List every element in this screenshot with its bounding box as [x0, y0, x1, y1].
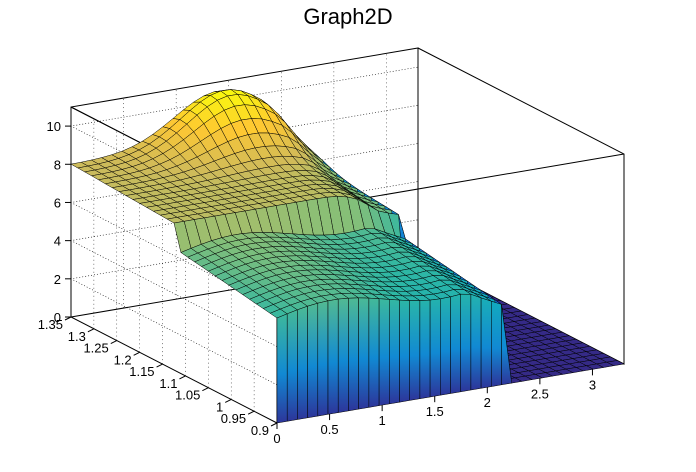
y-tick-mark: [202, 387, 209, 392]
x-tick-label: 0: [273, 431, 280, 446]
surface-wall: [409, 300, 421, 401]
y-tick-mark: [179, 375, 186, 380]
y-tick-mark: [224, 398, 232, 403]
y-tick-label: 1.25: [83, 341, 108, 356]
x-tick-label: 2.5: [531, 386, 549, 401]
surface-wall: [450, 293, 461, 394]
surface-wall: [327, 298, 339, 415]
surface-wall: [286, 309, 298, 422]
y-tick-label: 1: [216, 399, 223, 414]
surface-wall: [389, 299, 400, 405]
surface-wall: [348, 297, 359, 412]
surface-wall: [480, 297, 492, 389]
z-tick-label: 6: [54, 195, 61, 210]
z-tick-label: 0: [54, 310, 61, 325]
surface-wall: [358, 297, 370, 410]
surface-cell: [606, 360, 625, 366]
y-tick-label: 0.95: [221, 411, 246, 426]
chart-title: Graph2D: [303, 4, 393, 29]
surface-wall: [337, 297, 349, 413]
x-tick-label: 1.5: [426, 404, 444, 419]
y-tick-label: 1.15: [129, 364, 154, 379]
surface-wall: [419, 299, 431, 399]
x-tick-label: 1: [379, 413, 386, 428]
y-tick-mark: [87, 328, 95, 333]
surface-wall: [470, 293, 482, 391]
x-tick-label: 2: [484, 395, 491, 410]
z-tick-label: 10: [47, 119, 61, 134]
y-tick-label: 1.1: [159, 376, 177, 391]
y-tick-mark: [156, 363, 163, 368]
surface-wall: [368, 297, 380, 408]
z-tick-label: 2: [54, 272, 61, 287]
y-tick-label: 1.05: [175, 388, 200, 403]
surface-wall: [429, 298, 441, 398]
y-tick-mark: [110, 340, 118, 345]
surface-wall: [317, 300, 329, 417]
y-tick-label: 0.9: [251, 423, 269, 438]
y-tick-mark: [247, 410, 255, 415]
surface-wall: [307, 302, 319, 419]
y-tick-label: 1.2: [114, 352, 132, 367]
z-tick-label: 4: [54, 234, 61, 249]
surface-wall: [399, 299, 410, 403]
y-tick-label: 1.35: [38, 317, 63, 332]
z-tick-label: 8: [54, 157, 61, 172]
surface-wall: [440, 296, 451, 396]
surface-wall: [460, 293, 472, 393]
x-tick-label: 3: [589, 377, 596, 392]
x-tick-label: 0.5: [321, 422, 339, 437]
surface-wall: [276, 313, 288, 424]
surface-wall: [491, 300, 502, 387]
y-tick-label: 1.3: [68, 329, 86, 344]
surface-wall: [297, 305, 308, 420]
surface-wall: [378, 298, 390, 406]
surface-wall: [501, 304, 512, 386]
y-tick-mark: [270, 422, 278, 427]
y-tick-mark: [133, 351, 140, 356]
